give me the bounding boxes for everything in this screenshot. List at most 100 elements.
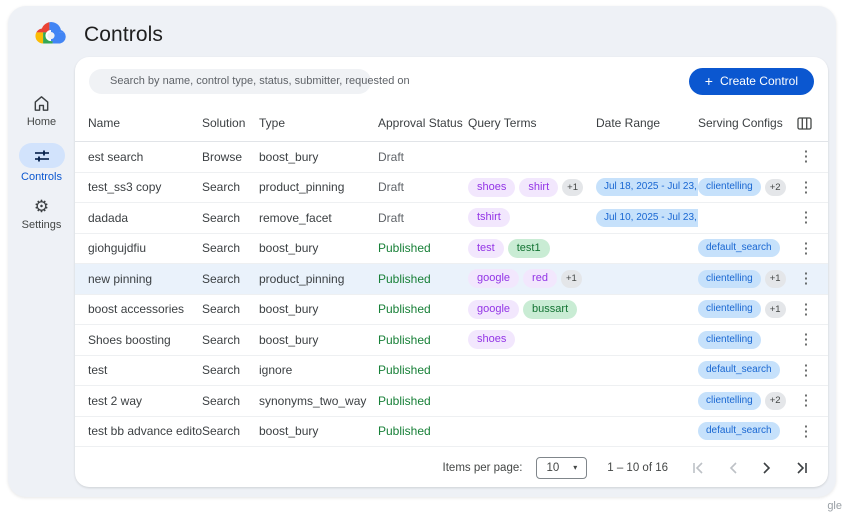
table-row[interactable]: boost accessories Search boost_bury Publ…: [75, 295, 828, 325]
cell-status: Published: [378, 393, 431, 408]
cell-solution: Search: [202, 180, 241, 195]
sidebar-item-label: Home: [26, 116, 57, 128]
query-term-chip: tshirt: [468, 208, 510, 228]
cell-status: Published: [378, 363, 431, 378]
row-menu-button[interactable]: ⋮: [798, 270, 814, 288]
sidebar-item-controls[interactable]: Controls: [18, 143, 65, 183]
cell-type: boost_bury: [259, 424, 319, 439]
google-cloud-logo: [35, 22, 66, 44]
cell-serving-configs: clientelling +2: [698, 178, 797, 197]
cell-status: Published: [378, 332, 431, 347]
row-menu-button[interactable]: ⋮: [798, 392, 814, 410]
row-menu-button[interactable]: ⋮: [798, 422, 814, 440]
cell-status: Published: [378, 302, 431, 317]
active-pill: [18, 143, 65, 168]
first-page-icon[interactable]: [692, 461, 705, 474]
sidebar: Home Controls ⚙ Settings: [8, 94, 75, 231]
overflow-count-chip: +1: [764, 270, 786, 288]
cell-name: test 2 way: [88, 393, 143, 408]
overflow-count-chip: +1: [562, 178, 583, 196]
table-row-selected[interactable]: new pinning Search product_pinning Publi…: [75, 264, 828, 295]
query-term-chip: shoes: [468, 330, 516, 350]
watermark: gle: [827, 500, 842, 512]
next-page-icon[interactable]: [762, 461, 771, 474]
table-row[interactable]: test_ss3 copy Search product_pinning Dra…: [75, 173, 828, 203]
prev-page-icon[interactable]: [729, 461, 738, 474]
gear-icon: ⚙: [33, 197, 50, 216]
cell-query-terms: shoes shirt +1: [468, 177, 596, 197]
table-row[interactable]: Shoes boosting Search boost_bury Publish…: [75, 325, 828, 356]
query-term-chip: google: [468, 299, 520, 319]
table-row[interactable]: dadada Search remove_facet Draft tshirt …: [75, 203, 828, 234]
query-term-chip: test1: [507, 238, 550, 258]
serving-config-chip: default_search: [698, 361, 780, 380]
column-header-date-range: Date Range: [596, 116, 661, 130]
pager-nav: [692, 461, 808, 474]
column-header-solution: Solution: [202, 116, 246, 130]
cell-name: Shoes boosting: [88, 332, 171, 347]
query-term-chip: shoes: [468, 177, 516, 197]
cell-type: synonyms_two_way: [259, 393, 367, 408]
cell-solution: Search: [202, 271, 241, 286]
query-term-chip: red: [523, 269, 557, 289]
column-header-serving-configs: Serving Configs: [698, 116, 783, 130]
home-icon: [34, 96, 49, 111]
plus-icon: +: [704, 73, 713, 89]
pagination-bar: Items per page: 10 ▾ 1 – 10 of 16: [75, 448, 828, 487]
cell-serving-configs: clientelling +2: [698, 391, 797, 410]
cell-solution: Search: [202, 241, 241, 256]
overflow-count-chip: +2: [764, 178, 786, 196]
cell-solution: Search: [202, 332, 241, 347]
overflow-count-chip: +1: [764, 300, 786, 318]
page-title: Controls: [84, 23, 163, 46]
row-menu-button[interactable]: ⋮: [798, 148, 814, 166]
cell-status: Draft: [378, 180, 405, 195]
cell-serving-configs: clientelling: [698, 330, 797, 349]
cell-name: test_ss3 copy: [88, 180, 162, 195]
serving-config-chip: clientelling: [698, 300, 761, 319]
create-control-button[interactable]: + Create Control: [688, 67, 814, 95]
column-header-query-terms: Query Terms: [468, 116, 537, 130]
cell-type: ignore: [259, 363, 293, 378]
row-menu-button[interactable]: ⋮: [798, 178, 814, 196]
cell-date-range: Jul 18, 2025 - Jul 23, 2025: [596, 178, 698, 197]
sidebar-item-label: Settings: [21, 219, 62, 231]
row-menu-button[interactable]: ⋮: [798, 300, 814, 318]
search-input[interactable]: Search by name, control type, status, su…: [89, 68, 410, 94]
serving-config-chip: default_search: [698, 239, 780, 258]
query-term-chip: shirt: [519, 177, 559, 197]
items-per-page-select[interactable]: 10 ▾: [536, 456, 588, 479]
cell-serving-configs: default_search: [698, 422, 797, 441]
overflow-count-chip: +1: [560, 270, 582, 288]
chevron-down-icon: ▾: [573, 463, 578, 472]
table-row[interactable]: est search Browse boost_bury Draft ⋮: [75, 142, 828, 173]
table-row[interactable]: giohgujdfiu Search boost_bury Published …: [75, 234, 828, 264]
serving-config-chip: clientelling: [698, 178, 761, 197]
overflow-count-chip: +2: [764, 392, 786, 410]
cell-name: new pinning: [88, 271, 153, 286]
cell-solution: Search: [202, 393, 241, 408]
columns-icon[interactable]: [797, 116, 812, 130]
table-row[interactable]: test Search ignore Published default_sea…: [75, 356, 828, 386]
cell-solution: Search: [202, 424, 241, 439]
cell-status: Published: [378, 424, 431, 439]
last-page-icon[interactable]: [795, 461, 808, 474]
table-row[interactable]: test 2 way Search synonyms_two_way Publi…: [75, 386, 828, 417]
sidebar-item-home[interactable]: Home: [27, 94, 56, 128]
controls-panel: Search by name, control type, status, su…: [75, 57, 828, 487]
sidebar-item-settings[interactable]: ⚙ Settings: [21, 197, 62, 232]
serving-config-chip: clientelling: [698, 391, 761, 410]
toolbar: Search by name, control type, status, su…: [75, 57, 828, 105]
cell-query-terms: google red +1: [468, 269, 596, 289]
cell-name: giohgujdfiu: [88, 241, 147, 256]
table-row[interactable]: test bb advance editor Search boost_bury…: [75, 417, 828, 447]
query-term-chip: bussart: [523, 299, 578, 319]
serving-config-chip: clientelling: [698, 330, 761, 349]
row-menu-button[interactable]: ⋮: [798, 361, 814, 379]
sidebar-item-label: Controls: [21, 171, 62, 183]
query-term-chip: test: [468, 238, 504, 258]
row-menu-button[interactable]: ⋮: [798, 209, 814, 227]
row-menu-button[interactable]: ⋮: [798, 331, 814, 349]
row-menu-button[interactable]: ⋮: [798, 239, 814, 257]
cell-type: boost_bury: [259, 302, 319, 317]
